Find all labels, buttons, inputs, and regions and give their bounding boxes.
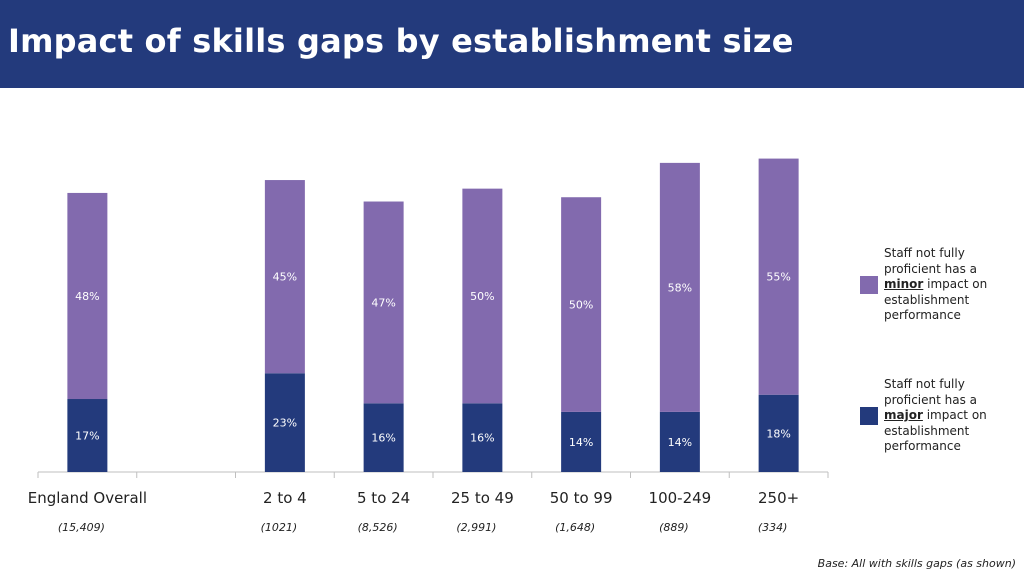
data-label-minor: 58% bbox=[668, 281, 692, 294]
base-count-label: (2,991) bbox=[456, 521, 496, 534]
title-banner: Impact of skills gaps by establishment s… bbox=[0, 0, 1024, 88]
legend-swatch-major bbox=[860, 407, 878, 425]
data-label-major: 14% bbox=[668, 436, 692, 449]
legend-swatch-minor bbox=[860, 276, 878, 294]
legend-label-major: Staff not fully proficient has a major i… bbox=[884, 377, 987, 453]
chart-title: Impact of skills gaps by establishment s… bbox=[8, 22, 794, 60]
base-count-label: (1,648) bbox=[555, 521, 595, 534]
base-count-label: (15,409) bbox=[58, 521, 105, 534]
bar-major bbox=[561, 411, 602, 472]
data-label-major: 16% bbox=[470, 432, 494, 445]
x-tick-label: 25 to 49 bbox=[451, 489, 514, 507]
bar-minor bbox=[462, 188, 503, 404]
bar-minor bbox=[363, 201, 404, 404]
x-tick-label: 5 to 24 bbox=[357, 489, 410, 507]
x-tick-label: 250+ bbox=[758, 489, 799, 507]
bar-minor bbox=[561, 197, 602, 412]
base-note: Base: All with skills gaps (as shown) bbox=[817, 557, 1016, 570]
bar-major bbox=[264, 373, 305, 472]
data-label-minor: 47% bbox=[371, 296, 395, 309]
data-label-major: 16% bbox=[371, 432, 395, 445]
data-label-major: 23% bbox=[273, 417, 297, 430]
data-label-minor: 50% bbox=[470, 290, 494, 303]
x-tick-label: 2 to 4 bbox=[263, 489, 307, 507]
bar-major bbox=[758, 394, 799, 472]
bar-minor bbox=[264, 180, 305, 374]
x-tick-label: 100-249 bbox=[649, 489, 712, 507]
bar-minor bbox=[758, 158, 799, 395]
bar-major bbox=[659, 411, 700, 472]
bar-major bbox=[462, 403, 503, 472]
bar-major bbox=[67, 399, 108, 472]
base-count-label: (889) bbox=[659, 521, 689, 534]
bar-minor bbox=[67, 192, 108, 400]
x-tick-label: England Overall bbox=[28, 489, 147, 507]
data-label-major: 18% bbox=[766, 427, 790, 440]
base-count-label: (334) bbox=[758, 521, 788, 534]
x-tick-label: 50 to 99 bbox=[550, 489, 613, 507]
base-count-label: (1021) bbox=[261, 521, 298, 534]
data-label-minor: 50% bbox=[569, 299, 593, 312]
data-label-minor: 55% bbox=[766, 271, 790, 284]
data-label-major: 14% bbox=[569, 436, 593, 449]
data-label-major: 17% bbox=[75, 430, 99, 443]
bar-major bbox=[363, 403, 404, 472]
data-label-minor: 48% bbox=[75, 290, 99, 303]
data-label-minor: 45% bbox=[273, 271, 297, 284]
bar-minor bbox=[659, 162, 700, 412]
legend-label-minor: Staff not fully proficient has a minor i… bbox=[884, 246, 988, 322]
base-count-label: (8,526) bbox=[358, 521, 398, 534]
